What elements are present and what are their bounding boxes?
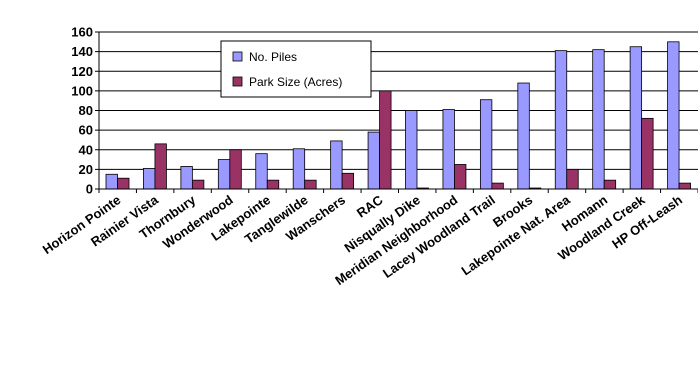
bar-no-piles	[442, 109, 455, 190]
y-axis-ticks: 0 20 40 60 80 100 120 140 160	[71, 25, 99, 197]
bar-park-size	[454, 164, 467, 190]
bar-no-piles	[255, 153, 268, 190]
y-tick-label: 140	[71, 44, 93, 59]
legend-box	[220, 40, 372, 98]
bar-park-size	[641, 117, 654, 190]
legend-label-park-size: Park Size (Acres)	[249, 75, 342, 89]
y-tick-label: 0	[86, 182, 93, 197]
bar-park-size	[154, 143, 167, 190]
bar-park-size	[266, 179, 280, 190]
bar-no-piles	[405, 110, 418, 190]
bar-no-piles	[143, 167, 156, 190]
bar-park-size	[191, 179, 205, 190]
bar-no-piles	[180, 166, 193, 190]
y-tick-label: 20	[79, 162, 93, 177]
bar-park-size	[678, 182, 691, 190]
bar-park-size	[566, 168, 579, 190]
bar-no-piles	[292, 148, 306, 190]
bar-no-piles	[667, 41, 680, 190]
y-tick-label: 120	[71, 64, 93, 79]
bar-no-piles	[592, 49, 605, 190]
bar-no-piles	[367, 131, 380, 190]
y-tick-label: 60	[79, 123, 93, 138]
bar-park-size	[603, 179, 617, 190]
y-tick-label: 80	[79, 103, 93, 118]
legend: No. Piles Park Size (Acres)	[220, 40, 372, 98]
legend-label-no-piles: No. Piles	[249, 50, 297, 64]
bar-park-size	[379, 90, 392, 190]
bar-no-piles	[629, 46, 643, 190]
bar-no-piles	[554, 50, 568, 190]
bar-no-piles	[330, 140, 343, 190]
bar-no-piles	[217, 159, 231, 190]
bar-park-size	[229, 149, 242, 190]
bar-no-piles	[105, 173, 118, 190]
bars	[105, 41, 691, 190]
y-tick-label: 160	[71, 25, 93, 40]
bar-park-size	[341, 172, 355, 190]
y-tick-label: 40	[79, 142, 93, 157]
axes	[98, 32, 698, 193]
y-tick-label: 100	[71, 83, 93, 98]
legend-swatch-park-size	[232, 76, 243, 87]
bar-no-piles	[479, 99, 493, 190]
bar-park-size	[304, 179, 317, 190]
bar-no-piles	[517, 82, 530, 190]
gridlines	[99, 31, 698, 170]
legend-swatch-no-piles	[232, 51, 243, 62]
bar-park-size	[117, 177, 130, 190]
bar-park-size	[491, 182, 504, 190]
